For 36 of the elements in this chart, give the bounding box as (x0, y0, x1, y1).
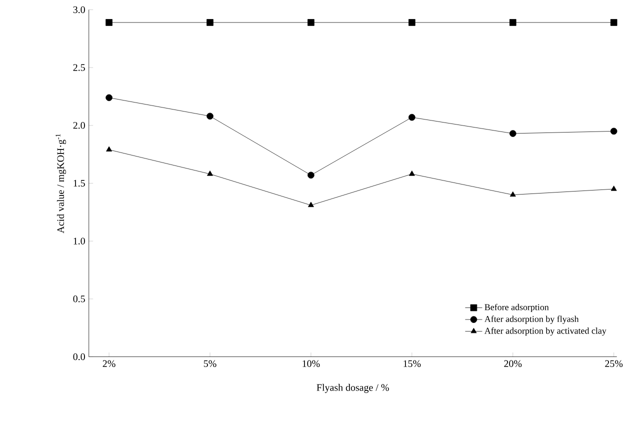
y-tick-label: 3.0 (73, 6, 85, 14)
point (408, 170, 415, 176)
x-tick-label: 5% (204, 360, 216, 368)
point (207, 170, 213, 176)
legend-label: After adsorption by activated clay (484, 327, 606, 336)
x-axis-title: Flyash dosage / % (316, 384, 389, 393)
x-tick-label: 25% (605, 360, 623, 368)
y-tick-label: 1.5 (74, 180, 85, 187)
point (509, 19, 516, 26)
point (308, 172, 314, 179)
point (610, 128, 618, 135)
y-tick-label: 0.5 (73, 296, 85, 302)
point (408, 19, 416, 26)
x-tick-label: 15% (404, 360, 421, 368)
point (510, 191, 516, 197)
point (106, 94, 112, 102)
point (509, 130, 516, 137)
legend-label: After adsorption by flyash (484, 316, 579, 324)
point (408, 114, 416, 121)
y-axis-title: Acid value / mgKOH·g$^{-1}$ (56, 134, 66, 234)
point (206, 112, 214, 120)
y-tick-label: 2.5 (73, 64, 85, 71)
point (106, 146, 112, 152)
y-tick-label: 2.0 (73, 122, 85, 129)
point (308, 19, 314, 26)
y-tick-label: 0.0 (73, 353, 85, 360)
point (308, 202, 314, 208)
point (106, 19, 112, 26)
x-tick-label: 20% (504, 360, 522, 368)
legend-label: Before adsorption (484, 304, 549, 312)
x-tick-label: 2% (102, 360, 116, 368)
point (206, 19, 214, 26)
point (610, 186, 617, 191)
x-tick-label: 10% (302, 360, 320, 368)
y-tick-label: 1.0 (74, 238, 85, 244)
point (610, 19, 618, 26)
